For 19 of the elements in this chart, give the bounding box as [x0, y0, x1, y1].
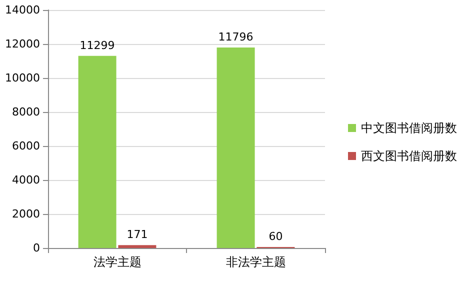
y-tick-label: 6000	[12, 140, 40, 152]
x-tick-label: 法学主题	[93, 255, 142, 269]
y-tick-label: 14000	[5, 4, 40, 16]
y-tick-label: 8000	[12, 106, 40, 118]
y-tick-label: 2000	[12, 208, 40, 220]
legend-label: 西文图书借阅册数	[361, 149, 457, 163]
data-label: 60	[268, 230, 283, 243]
y-tick-label: 10000	[5, 72, 40, 84]
x-tick-label: 非法学主题	[226, 255, 286, 269]
y-tick-label: 0	[33, 242, 40, 254]
data-label: 11796	[218, 30, 254, 44]
bar	[78, 56, 116, 248]
data-label: 171	[126, 228, 148, 242]
y-tick-label: 12000	[5, 38, 40, 50]
legend-label: 中文图书借阅册数	[361, 121, 457, 135]
y-tick-label: 4000	[12, 174, 40, 186]
bar	[216, 47, 255, 248]
data-label: 11299	[80, 38, 115, 52]
bar	[118, 245, 156, 248]
